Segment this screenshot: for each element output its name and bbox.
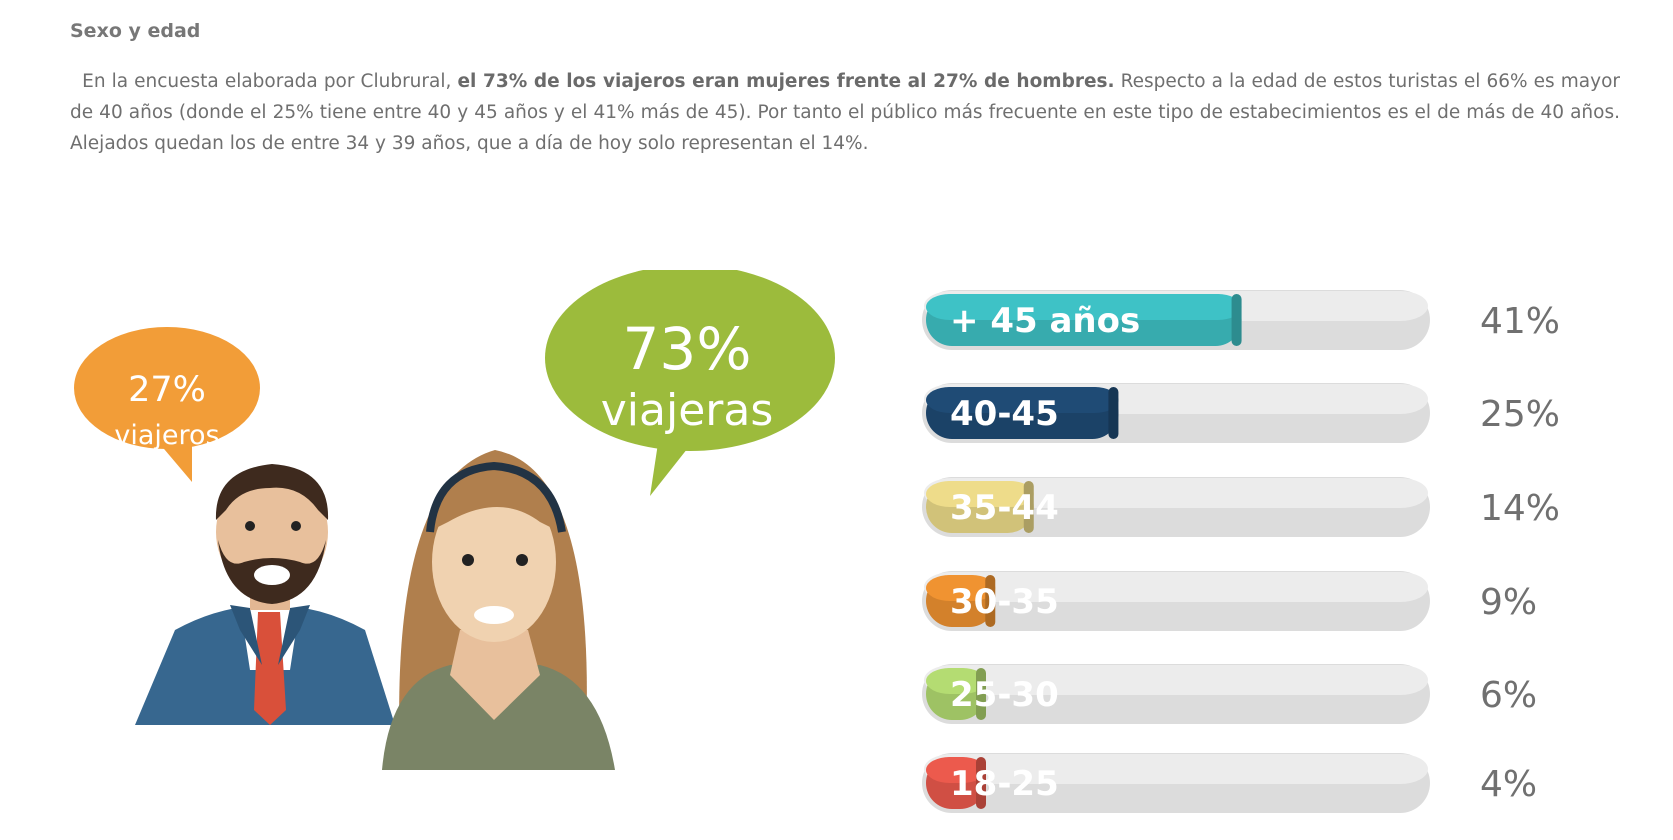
bar-fill-highlight <box>926 294 1242 320</box>
bar-category-label: 40-45 <box>950 394 1059 434</box>
bar-cap <box>985 575 996 627</box>
bar-fill-highlight <box>926 757 986 783</box>
intro-highlight: el 73% de los viajeros eran mujeres fren… <box>457 71 1115 92</box>
bar-fill-highlight <box>926 575 996 601</box>
bar-row: 30-35 9% <box>922 571 1537 631</box>
bar-row: 25-30 6% <box>922 664 1537 724</box>
intro-paragraph: En la encuesta elaborada por Clubrural, … <box>70 66 1620 159</box>
bar-cap <box>976 757 986 809</box>
bar-value-label: 4% <box>1480 764 1537 805</box>
women-percentage: 73% <box>622 315 752 383</box>
bar-fill-highlight <box>926 668 986 694</box>
bar-row: 35-44 14% <box>922 477 1560 537</box>
bar-value-label: 41% <box>1480 301 1560 342</box>
bar-row: 18-25 4% <box>922 753 1537 813</box>
man-figure <box>135 464 395 725</box>
bar-track-highlight <box>924 478 1428 508</box>
bar-cap <box>1108 387 1119 439</box>
woman-figure <box>382 450 615 770</box>
women-label: viajeras <box>600 385 774 436</box>
bar-fill-highlight <box>926 481 1034 507</box>
bar-value-label: 14% <box>1480 488 1560 529</box>
bar-row: 40-45 25% <box>922 383 1560 443</box>
bar-value-label: 9% <box>1480 582 1537 623</box>
bar-category-label: 30-35 <box>950 582 1059 622</box>
bar-category-label: + 45 años <box>950 301 1140 341</box>
bar-category-label: 18-25 <box>950 764 1059 804</box>
women-speech-bubble <box>545 270 835 496</box>
bar-track-highlight <box>924 665 1428 695</box>
bar-cap <box>1231 294 1242 346</box>
bar-cap <box>976 668 986 720</box>
bar-row: + 45 años 41% <box>922 290 1560 350</box>
bar-cap <box>1023 481 1034 533</box>
bar-value-label: 25% <box>1480 394 1560 435</box>
bar-category-label: 25-30 <box>950 675 1059 715</box>
bar-track-highlight <box>924 754 1428 784</box>
bar-value-label: 6% <box>1480 675 1537 716</box>
bar-track-highlight <box>924 572 1428 602</box>
intro-text-start: En la encuesta elaborada por Clubrural, <box>82 71 458 92</box>
men-percentage: 27% <box>128 370 206 410</box>
men-speech-bubble <box>74 327 260 482</box>
intro-text-end: Respecto a la edad de estos turistas el … <box>70 71 1620 154</box>
men-label: viajeros <box>114 420 220 451</box>
section-heading: Sexo y edad <box>70 20 201 42</box>
bar-category-label: 35-44 <box>950 488 1059 528</box>
bar-fill-highlight <box>926 387 1119 413</box>
gender-illustration <box>0 270 860 840</box>
